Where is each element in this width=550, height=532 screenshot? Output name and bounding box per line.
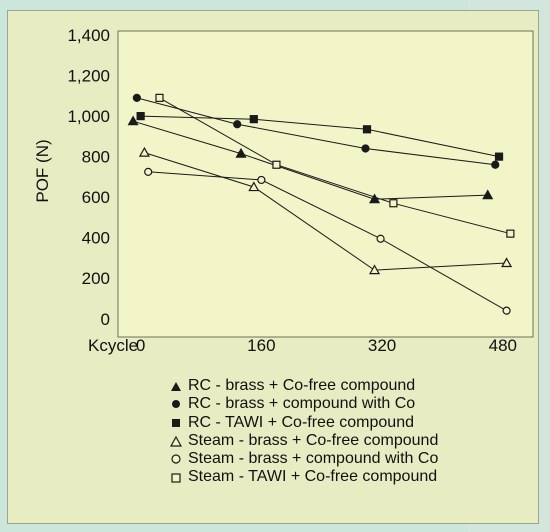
data-point	[389, 199, 398, 208]
legend-marker-open-circle	[171, 454, 181, 464]
legend-marker-filled-square	[172, 418, 180, 427]
data-point	[506, 229, 515, 238]
y-tick-label: 0	[101, 310, 110, 329]
data-point	[376, 234, 385, 243]
series-5	[144, 167, 511, 315]
data-point	[482, 189, 494, 200]
series-3	[136, 112, 504, 161]
series-line	[144, 152, 507, 271]
plot-area	[117, 30, 534, 338]
y-tick-label: 1,400	[67, 26, 110, 45]
data-point	[248, 181, 260, 192]
data-point	[132, 93, 141, 102]
x-tick-label: 0	[136, 336, 145, 355]
x-axis-label: Kcycle	[88, 336, 138, 355]
data-point	[369, 264, 381, 275]
series-4	[138, 146, 513, 275]
series-2	[132, 93, 500, 169]
y-tick-label: 1,000	[67, 107, 110, 126]
data-point	[257, 175, 266, 185]
data-point	[138, 146, 150, 157]
series-line	[148, 171, 507, 312]
data-point	[155, 93, 164, 102]
legend-marker-filled-circle	[172, 400, 180, 409]
series-1	[127, 115, 494, 204]
y-axis-label: POF (N)	[33, 139, 52, 202]
data-point	[136, 112, 145, 121]
data-point	[501, 257, 513, 268]
legend-marker-open-square	[171, 473, 181, 483]
data-point	[127, 115, 139, 126]
legend-item: Steam - brass + Co-free compound	[168, 432, 528, 450]
data-point	[272, 160, 281, 169]
data-point	[362, 125, 372, 134]
y-tick-label: 400	[82, 229, 110, 248]
series-6	[155, 93, 515, 238]
legend-item: RC - brass + compound with Co	[168, 395, 528, 413]
data-point	[144, 167, 153, 176]
data-point	[494, 152, 504, 161]
series-line	[159, 97, 511, 235]
x-axis: 0 160 320 480	[136, 336, 517, 355]
legend-item: Steam - brass + compound with Co	[168, 450, 528, 468]
legend-item: RC - brass + Co-free compound	[168, 377, 528, 395]
figure-panel: 0 200 400 600 800 1,000 1,200 1,400 0 160 320 480 …	[7, 10, 539, 524]
legend-item: RC - TAWI + Co-free compound	[168, 414, 528, 432]
legend-marker-open-triangle	[169, 435, 183, 447]
data-point	[491, 160, 500, 169]
legend-marker-filled-triangle	[171, 382, 181, 392]
data-point	[369, 193, 381, 204]
data-point	[249, 115, 258, 124]
x-tick-label: 160	[247, 336, 275, 355]
legend-label: Steam - brass + Co-free compound	[188, 431, 439, 449]
series-line	[140, 115, 500, 158]
data-point	[502, 306, 511, 315]
data-point	[361, 144, 370, 153]
x-tick-label: 320	[368, 336, 396, 355]
series-layer	[127, 93, 515, 315]
legend-label: Steam - TAWI + Co-free compound	[188, 468, 438, 486]
y-axis: 0 200 400 600 800 1,000 1,200 1,400	[67, 26, 110, 329]
series-line	[136, 97, 496, 166]
x-tick-label: 480	[489, 336, 517, 355]
data-point	[235, 147, 247, 158]
y-tick-label: 1,200	[67, 67, 110, 86]
y-tick-label: 800	[82, 148, 110, 167]
series-line	[132, 120, 488, 200]
legend-item: Steam - TAWI + Co-free compound	[168, 468, 528, 486]
legend-label: RC - brass + compound with Co	[188, 395, 416, 413]
legend: RC - brass + Co-free compound RC - brass…	[168, 377, 528, 487]
y-tick-label: 200	[82, 269, 110, 288]
legend-label: RC - TAWI + Co-free compound	[188, 413, 414, 431]
legend-label: RC - brass + Co-free compound	[188, 377, 416, 394]
legend-label: Steam - brass + compound with Co	[188, 450, 439, 468]
data-point	[233, 120, 242, 129]
y-tick-label: 600	[82, 188, 110, 207]
